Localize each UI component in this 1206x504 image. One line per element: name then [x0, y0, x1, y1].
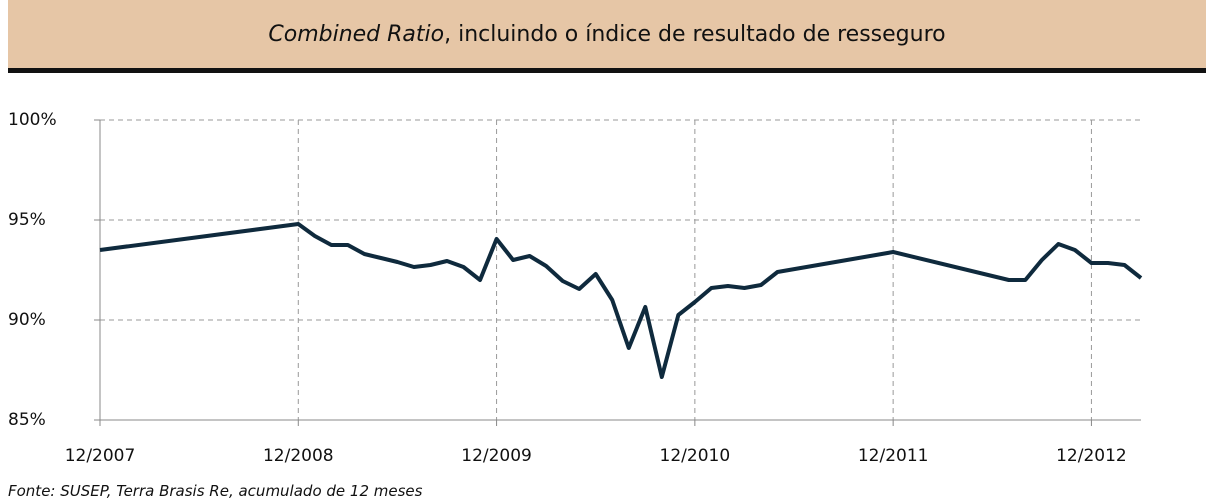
y-tick-label: 85% [8, 410, 46, 430]
x-tick-label: 12/2010 [660, 446, 731, 466]
title-text: , incluindo o índice de resultado de res… [444, 21, 946, 47]
chart-title: Combined Ratio, incluindo o índice de re… [8, 0, 1206, 73]
x-tick-label: 12/2012 [1056, 446, 1127, 466]
y-tick-label: 95% [8, 210, 46, 230]
y-tick-label: 90% [8, 310, 46, 330]
x-tick-label: 12/2007 [65, 446, 136, 466]
x-tick-label: 12/2008 [263, 446, 334, 466]
y-tick-label: 100% [8, 110, 57, 130]
title-emphasis: Combined Ratio [268, 21, 445, 47]
x-tick-label: 12/2011 [858, 446, 929, 466]
data-line [99, 222, 1143, 379]
source-note: Fonte: SUSEP, Terra Brasis Re, acumulado… [8, 482, 423, 500]
x-tick-label: 12/2009 [461, 446, 532, 466]
